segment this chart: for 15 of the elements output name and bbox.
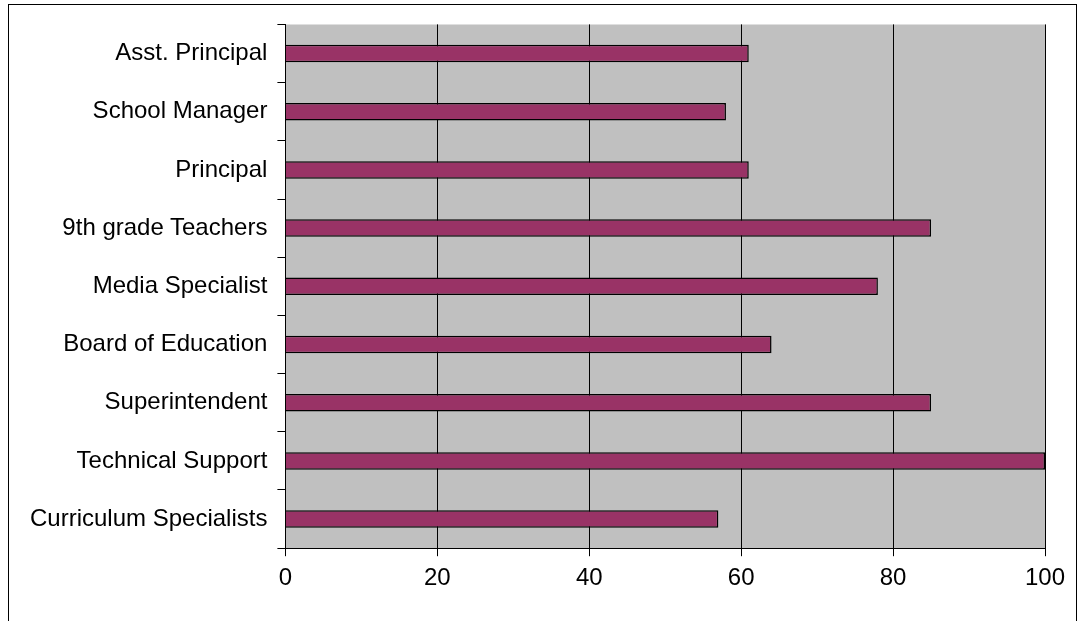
x-tick-label: 0: [278, 563, 293, 591]
y-tick-label: Board of Education: [63, 329, 268, 357]
y-tick-label: School Manager: [92, 96, 268, 124]
y-tick-label: Curriculum Specialists: [29, 503, 268, 531]
x-tick-label: 100: [1024, 563, 1066, 591]
y-tick-label: 9th grade Teachers: [62, 212, 268, 240]
x-tick-label: 60: [727, 563, 755, 591]
x-tick-label: 20: [423, 563, 451, 591]
x-tick-label: 40: [575, 563, 603, 591]
y-tick-label: Media Specialist: [92, 270, 268, 298]
x-tick-label: 80: [879, 563, 907, 591]
y-tick-label: Technical Support: [76, 445, 268, 473]
y-tick-label: Asst. Principal: [115, 38, 268, 66]
y-tick-label: Superintendent: [104, 387, 268, 415]
y-tick-label: Principal: [175, 154, 268, 182]
